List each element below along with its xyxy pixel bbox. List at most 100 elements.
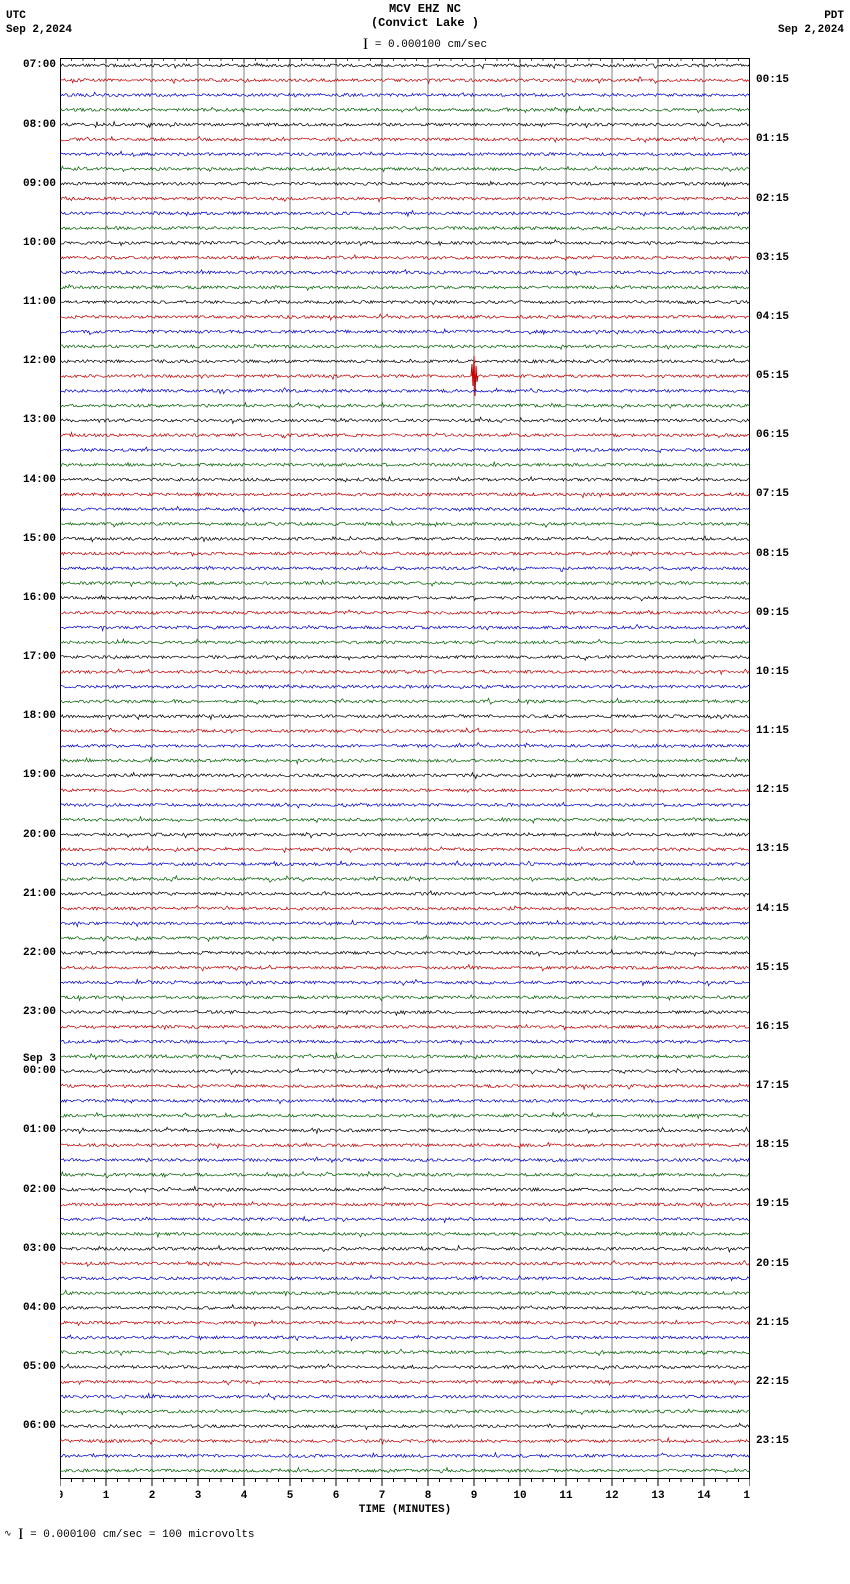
trace-line bbox=[60, 861, 750, 866]
trace-line bbox=[60, 462, 750, 467]
utc-hour-label: 22:00 bbox=[8, 947, 56, 959]
xaxis-title: TIME (MINUTES) bbox=[359, 1504, 451, 1516]
pdt-hour-label: 11:15 bbox=[756, 725, 789, 737]
trace-line bbox=[60, 772, 750, 778]
pdt-hour-label: 10:15 bbox=[756, 666, 789, 678]
trace-line bbox=[60, 63, 750, 69]
scale-header: I = 0.000100 cm/sec bbox=[0, 34, 850, 52]
trace-line bbox=[60, 698, 750, 704]
trace-line bbox=[60, 1083, 750, 1089]
trace-line bbox=[60, 1438, 750, 1444]
utc-hour-label: 01:00 bbox=[8, 1124, 56, 1136]
trace-line bbox=[60, 227, 750, 231]
trace-line bbox=[60, 580, 750, 586]
trace-line bbox=[60, 1290, 750, 1295]
xtick-label: 2 bbox=[149, 1490, 156, 1502]
trace-line bbox=[60, 1113, 750, 1119]
trace-line bbox=[60, 1172, 750, 1178]
utc-hour-label: 00:00 bbox=[8, 1065, 56, 1077]
trace-line bbox=[60, 1143, 750, 1149]
pdt-hour-label: 19:15 bbox=[756, 1198, 789, 1210]
trace-line bbox=[60, 817, 750, 823]
pdt-hour-label: 17:15 bbox=[756, 1080, 789, 1092]
utc-hour-label: 12:00 bbox=[8, 355, 56, 367]
utc-hour-label: 05:00 bbox=[8, 1361, 56, 1373]
pdt-hour-label: 13:15 bbox=[756, 843, 789, 855]
utc-date-change: Sep 3 bbox=[8, 1053, 56, 1065]
trace-line bbox=[60, 1187, 750, 1193]
pdt-hour-label: 15:15 bbox=[756, 962, 789, 974]
trace-line bbox=[60, 477, 750, 482]
trace-line bbox=[60, 344, 750, 349]
utc-hour-label: 07:00 bbox=[8, 59, 56, 71]
pdt-hour-label: 07:15 bbox=[756, 488, 789, 500]
trace-line bbox=[60, 1453, 750, 1458]
trace-line bbox=[60, 1260, 750, 1266]
utc-hour-label: 11:00 bbox=[8, 296, 56, 308]
utc-hour-label: 16:00 bbox=[8, 592, 56, 604]
trace-line bbox=[60, 566, 750, 572]
trace-line bbox=[60, 802, 750, 808]
trace-line bbox=[60, 536, 750, 542]
xtick-label: 9 bbox=[471, 1490, 478, 1502]
xtick-label: 4 bbox=[241, 1490, 248, 1502]
trace-line bbox=[60, 122, 750, 128]
xtick-label: 6 bbox=[333, 1490, 340, 1502]
location-line: (Convict Lake ) bbox=[0, 16, 850, 30]
trace-line bbox=[60, 300, 750, 305]
trace-line bbox=[60, 270, 750, 275]
utc-hour-label: 02:00 bbox=[8, 1184, 56, 1196]
footer-prefix: ∿ bbox=[4, 1529, 12, 1539]
trace-line bbox=[60, 979, 750, 985]
scale-bar-icon: I bbox=[18, 1526, 23, 1543]
pdt-hour-label: 20:15 bbox=[756, 1258, 789, 1270]
footer-scale: ∿ I = 0.000100 cm/sec = 100 microvolts bbox=[4, 1524, 255, 1542]
pdt-hour-label: 09:15 bbox=[756, 607, 789, 619]
trace-line bbox=[60, 655, 750, 660]
trace-line bbox=[60, 1349, 750, 1355]
trace-line bbox=[60, 1217, 750, 1223]
utc-hour-label: 10:00 bbox=[8, 237, 56, 249]
pdt-hour-label: 01:15 bbox=[756, 133, 789, 145]
trace-line bbox=[60, 403, 750, 409]
trace-line bbox=[60, 832, 750, 838]
trace-line bbox=[60, 1025, 750, 1030]
date-right-label: Sep 2,2024 bbox=[778, 24, 844, 36]
trace-line bbox=[60, 1127, 750, 1133]
utc-hour-label: 21:00 bbox=[8, 888, 56, 900]
trace-line bbox=[60, 107, 750, 113]
xtick-label: 5 bbox=[287, 1490, 294, 1502]
trace-line bbox=[60, 743, 750, 748]
utc-hour-label: 03:00 bbox=[8, 1243, 56, 1255]
trace-line bbox=[60, 151, 750, 156]
trace-line bbox=[60, 388, 750, 394]
trace-line bbox=[60, 789, 750, 793]
trace-line bbox=[60, 493, 750, 498]
xtick-label: 3 bbox=[195, 1490, 202, 1502]
trace-line bbox=[60, 255, 750, 261]
tz-left-label: UTC bbox=[6, 10, 26, 22]
pdt-hour-label: 18:15 bbox=[756, 1139, 789, 1151]
xtick-label: 10 bbox=[513, 1490, 526, 1502]
trace-line bbox=[60, 1246, 750, 1252]
tz-right-label: PDT bbox=[824, 10, 844, 22]
xtick-label: 11 bbox=[559, 1490, 573, 1502]
trace-line bbox=[60, 1320, 750, 1326]
trace-line bbox=[60, 374, 750, 379]
trace-line bbox=[60, 137, 750, 143]
trace-line bbox=[60, 639, 750, 644]
trace-line bbox=[60, 211, 750, 217]
seismogram-container: MCV EHZ NC (Convict Lake ) I = 0.000100 … bbox=[0, 0, 850, 1584]
trace-line bbox=[60, 728, 750, 733]
trace-line bbox=[60, 1157, 750, 1162]
trace-line bbox=[60, 1040, 750, 1045]
seismogram-svg: 0123456789101112131415TIME (MINUTES) bbox=[60, 58, 750, 1518]
pdt-hour-label: 23:15 bbox=[756, 1435, 789, 1447]
trace-line bbox=[60, 240, 750, 246]
trace-line bbox=[60, 950, 750, 956]
utc-hour-label: 19:00 bbox=[8, 769, 56, 781]
xtick-label: 14 bbox=[697, 1490, 711, 1502]
date-left-label: Sep 2,2024 bbox=[6, 24, 72, 36]
pdt-hour-label: 02:15 bbox=[756, 193, 789, 205]
trace-line bbox=[60, 1409, 750, 1415]
